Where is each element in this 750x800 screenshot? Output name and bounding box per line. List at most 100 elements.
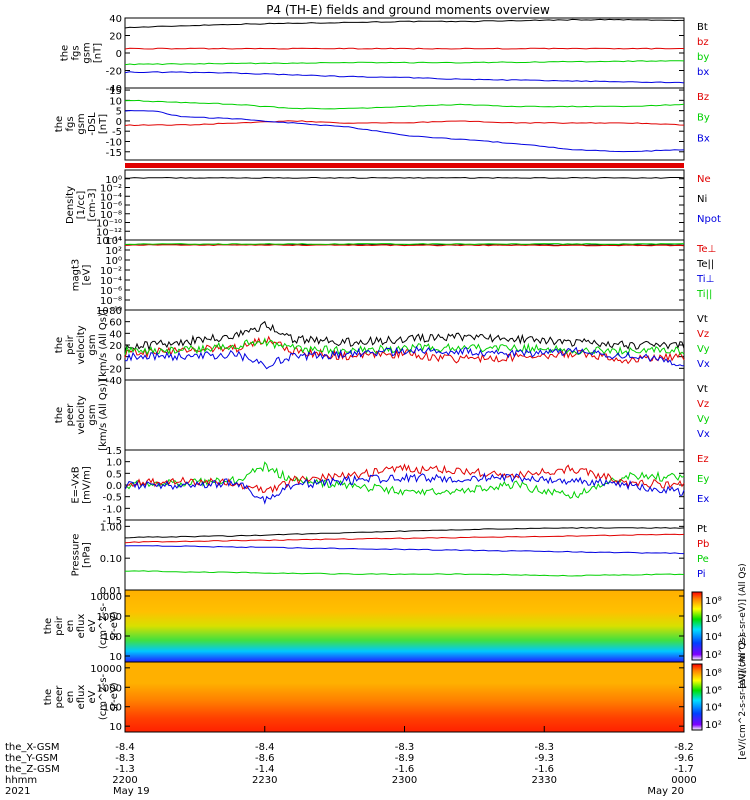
y-tick-label: 10⁻⁶: [100, 201, 122, 212]
y-axis-label-line: gsm: [82, 42, 93, 63]
y-tick-label: -40: [106, 84, 122, 95]
y-axis-label-line: E=-VxB: [71, 466, 82, 503]
y-tick-label: 10⁻⁸: [100, 210, 122, 221]
y-tick-label: -1.5: [102, 516, 122, 527]
y-axis-label-line: [nT]: [98, 114, 109, 134]
series-line-black: [124, 320, 685, 353]
x-tick-label: 2200: [112, 775, 137, 786]
legend-entry: Ex: [697, 494, 709, 505]
x-tick-label: -9.3: [534, 753, 554, 764]
legend-entry: Npot: [697, 214, 721, 225]
y-tick-label: 15: [109, 86, 122, 97]
x-row-label: the_X-GSM: [5, 742, 59, 753]
y-tick-label: 0: [116, 49, 122, 60]
series-line-green: [124, 461, 685, 499]
y-axis-label-line: eV: [87, 690, 98, 703]
y-tick-label: 100: [103, 703, 122, 714]
y-axis-label-line: sr-eV): [109, 682, 120, 711]
series-line-green: [124, 60, 685, 66]
y-tick-label: 0.10: [100, 554, 122, 565]
y-axis-label-line: peir: [54, 615, 65, 635]
x-tick-label: -8.2: [674, 742, 694, 753]
x-tick-label: -8.3: [115, 753, 135, 764]
x-axis-labels: the_X-GSMthe_Y-GSMthe_Z-GSMhhmm2021-8.4-…: [5, 726, 697, 797]
y-axis-label-line: velocity: [76, 395, 87, 434]
y-axis-label-line: the: [54, 407, 65, 423]
y-axis-label: the fgs gsm -DSL [nT]: [54, 112, 109, 136]
y-tick-label: 10: [109, 96, 122, 107]
y-tick-label: 1.0: [106, 458, 122, 469]
y-axis-label-line: [km/s (All Qs)]: [98, 309, 109, 381]
legend-entry: Vt: [697, 314, 708, 325]
x-tick-label: -1.3: [115, 764, 135, 775]
y-axis-label-line: Pressure: [71, 534, 82, 577]
panel-fgs-gsm: 40 20 0 -20 -40 the fgs gsm [nT] Bt bz by bx: [60, 14, 710, 95]
x-tick-label: -8.3: [534, 742, 554, 753]
legend-entry: Pi: [697, 569, 706, 580]
y-tick-label: -1.0: [102, 504, 122, 515]
y-tick-label: 10⁻¹²: [96, 227, 122, 238]
legend-entry: Vz: [697, 329, 709, 340]
y-axis-label-line: [nPa]: [82, 542, 93, 568]
y-axis-label-line: eflux: [76, 685, 87, 710]
y-tick-label: 80: [109, 306, 122, 317]
y-tick-label: 1.5: [106, 446, 122, 457]
y-axis-label-line: magt3: [71, 259, 82, 292]
x-row-label: the_Z-GSM: [5, 764, 60, 775]
y-tick-label: 10⁻⁴: [100, 276, 122, 287]
legend-entry: bx: [697, 67, 709, 78]
y-tick-label: 10000: [90, 664, 122, 675]
y-axis-label-line: [mV/m]: [82, 466, 93, 504]
y-axis-label: E=-VxB [mV/m]: [71, 466, 93, 504]
y-axis-label-line: [eV]: [82, 265, 93, 286]
x-tick-label: -1.6: [395, 764, 415, 775]
x-row-label: the_Y-GSM: [5, 753, 58, 764]
x-tick-label: -8.3: [395, 742, 415, 753]
y-tick-label: 10⁰: [105, 175, 122, 186]
legend-entry: By: [697, 113, 710, 124]
legend-entry: Ne: [697, 174, 711, 185]
colorbar-tick: 10⁴: [705, 703, 722, 714]
y-axis-label-line: the: [60, 45, 71, 61]
series-line-blue: [124, 109, 685, 153]
legend-entry: Bt: [697, 22, 708, 33]
x-tick-label: -1.7: [674, 764, 694, 775]
panel-peir-spectrogram: 10⁸ 10⁶ 10⁴ 10² [eV/(cm^2-s-sr-eV)] (All Qs)…: [43, 563, 748, 688]
y-tick-label: -5: [112, 127, 122, 138]
panel-frame: [124, 519, 685, 591]
series-line-blue: [124, 71, 685, 84]
panel-frame: [124, 169, 685, 241]
legend-entry: Pe: [697, 554, 709, 565]
legend-entry: Ni: [697, 194, 707, 205]
y-axis-label-line: the: [54, 337, 65, 353]
series-line-red: [124, 244, 685, 247]
x-tick-label: -8.9: [395, 753, 415, 764]
panel-frame: [124, 239, 685, 311]
x-tick-label: -9.6: [674, 753, 694, 764]
panel-frame: [124, 87, 685, 161]
colorbar: 10⁸ 10⁶ 10⁴ 10² [eV/(cm^2-s-sr-eV)] (All Qs): [691, 563, 748, 689]
y-tick-label: 0: [116, 353, 122, 364]
colorbar-tick: 10⁶: [705, 685, 722, 696]
x-tick-label: -8.4: [255, 742, 275, 753]
x-tick-label: -1.6: [534, 764, 554, 775]
legend-entry: bz: [697, 37, 709, 48]
legend-entry: by: [697, 52, 709, 63]
colorbar-tick: 10⁸: [705, 596, 722, 607]
y-tick-label: 10⁻²: [100, 184, 122, 195]
y-axis-label-line: velocity: [76, 325, 87, 364]
colorbar-tick: 10⁴: [705, 632, 722, 643]
y-tick-label: -20: [106, 364, 122, 375]
series-line-red: [124, 533, 685, 544]
legend-entry: Vy: [697, 414, 710, 425]
y-axis-label-line: (cm^2-s-: [98, 602, 109, 649]
x-tick-label: 0000: [671, 775, 696, 786]
legend-entry: Te||: [696, 259, 714, 270]
legend-entry: Bx: [697, 133, 710, 144]
y-axis-label: the fgs gsm [nT]: [60, 42, 104, 63]
y-axis-label-line: gsm: [87, 334, 98, 355]
y-axis-label-line: [km/s (All Qs)]: [98, 379, 109, 451]
series-line-black: [124, 526, 685, 539]
legend-entry: Vx: [697, 359, 710, 370]
